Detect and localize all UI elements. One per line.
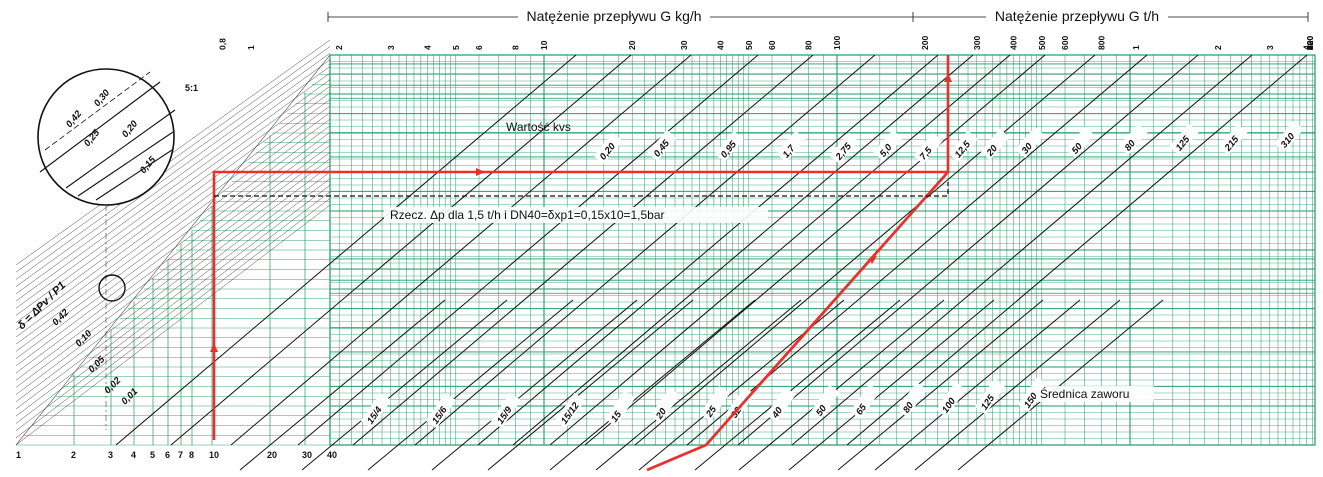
- kgh-tick-label: 400: [1008, 36, 1018, 50]
- kgh-tick-label: 100: [832, 36, 842, 50]
- dn-labels: 15/4 15/6 15/9 15/12 15 20 25 32 40 50 65 80 100 125 1…: [360, 376, 1049, 429]
- bottom-tick-label: 1: [16, 450, 21, 460]
- kgh-tick-label: 500: [1037, 36, 1047, 50]
- th-tick-label: 10: [1305, 40, 1315, 50]
- kgh-tick-label: 0,8: [218, 38, 228, 50]
- bottom-tick-label: 10: [209, 450, 219, 460]
- kgh-tick-label: 300: [972, 36, 982, 50]
- text-labels: Wartość kvs Rzecz. Δp dla 1,5 t/h i DN40…: [384, 120, 1154, 402]
- kgh-tick-label: 40: [715, 40, 725, 50]
- kgh-tick-label: 3: [386, 45, 396, 50]
- th-tick-label: 120: [1305, 36, 1315, 50]
- kgh-tick-label: 1: [246, 45, 256, 50]
- kgh-tick-label: 60: [767, 40, 777, 50]
- bottom-tick-label: 20: [267, 450, 277, 460]
- kgh-tick-label: 600: [1060, 36, 1070, 50]
- diameter-title: Średnica zaworu: [1040, 386, 1129, 401]
- bottom-tick-label: 5: [150, 450, 155, 460]
- bottom-tick-label: 2: [71, 450, 76, 460]
- zoom-circle: 0,420,300,25 0,200,15 5:1: [37, 68, 198, 430]
- kvs-title: Wartość kvs: [506, 120, 571, 134]
- kgh-tick-label: 20: [627, 40, 637, 50]
- kgh-tick-label: 6: [474, 45, 484, 50]
- th-tick-label: 30: [1305, 40, 1315, 50]
- th-tick-label: 4: [1301, 45, 1311, 50]
- top-tick-labels: 0,8 1 2 3 4 5 6 8 10 20 30 40 50 60 80 100 200 300 400 500 6…: [218, 36, 1315, 50]
- kgh-tick-label: 80: [804, 40, 814, 50]
- kgh-tick-label: 30: [679, 40, 689, 50]
- top-axis: Natężenie przepływu G kg/h Natężenie prz…: [327, 7, 1309, 25]
- th-tick-label: 2: [1213, 45, 1223, 50]
- kgh-tick-label: 4: [422, 45, 432, 50]
- th-tick-label: 6: [1305, 45, 1315, 50]
- kvs-lines: [115, 54, 1308, 471]
- delta-value-label: 0,02: [102, 375, 123, 396]
- bottom-tick-label: 7: [178, 450, 183, 460]
- kgh-tick-label: 8: [511, 45, 521, 50]
- bottom-tick-label: 30: [302, 450, 312, 460]
- bottom-axis: 1 2 3 4 5 6 7 8 10 20 30 40: [16, 450, 337, 460]
- flow-kgh-title: Natężenie przepływu G kg/h: [526, 8, 701, 24]
- th-tick-label: 5: [1305, 45, 1315, 50]
- flow-th-title: Natężenie przepływu G t/h: [995, 8, 1159, 24]
- th-tick-label: 100: [1305, 36, 1315, 50]
- kvs-labels: 0,20 0,45 0,95 1,7 2,75 5,0 7,5 12,5 20 30 50 80 125…: [593, 120, 1304, 165]
- th-tick-label: 20: [1305, 40, 1315, 50]
- delta-value-label: 0,01: [119, 386, 140, 407]
- bottom-tick-label: 4: [131, 450, 136, 460]
- th-tick-label: 8: [1305, 45, 1315, 50]
- delta-values: 0,420,100,050,020,01: [50, 307, 140, 407]
- th-tick-label: 3: [1265, 45, 1275, 50]
- delta-value-label: 0,05: [86, 354, 107, 375]
- th-tick-label: 50: [1305, 40, 1315, 50]
- bottom-tick-label: 8: [189, 450, 194, 460]
- bottom-tick-label: 40: [327, 450, 337, 460]
- kgh-tick-label: 5: [451, 45, 461, 50]
- kgh-tick-label: 50: [744, 40, 754, 50]
- bottom-tick-label: 6: [165, 450, 170, 460]
- th-tick-label: 1: [1131, 45, 1141, 50]
- kgh-tick-label: 2: [334, 45, 344, 50]
- nomogram-grid: [15, 54, 1316, 446]
- kgh-tick-label: 200: [920, 36, 930, 50]
- zoom-scale-label: 5:1: [185, 83, 198, 93]
- kgh-tick-label: 800: [1097, 36, 1107, 50]
- th-tick-label: 80: [1305, 40, 1315, 50]
- delta-value-label: 0,42: [50, 307, 71, 328]
- example-path: [210, 55, 952, 472]
- th-tick-label: 60: [1305, 40, 1315, 50]
- bottom-tick-label: 3: [108, 450, 113, 460]
- kgh-tick-label: 10: [539, 40, 549, 50]
- result-label: Rzecz. Δp dla 1,5 t/h i DN40=δxp1=0,15x1…: [390, 208, 665, 222]
- th-tick-label: 40: [1305, 40, 1315, 50]
